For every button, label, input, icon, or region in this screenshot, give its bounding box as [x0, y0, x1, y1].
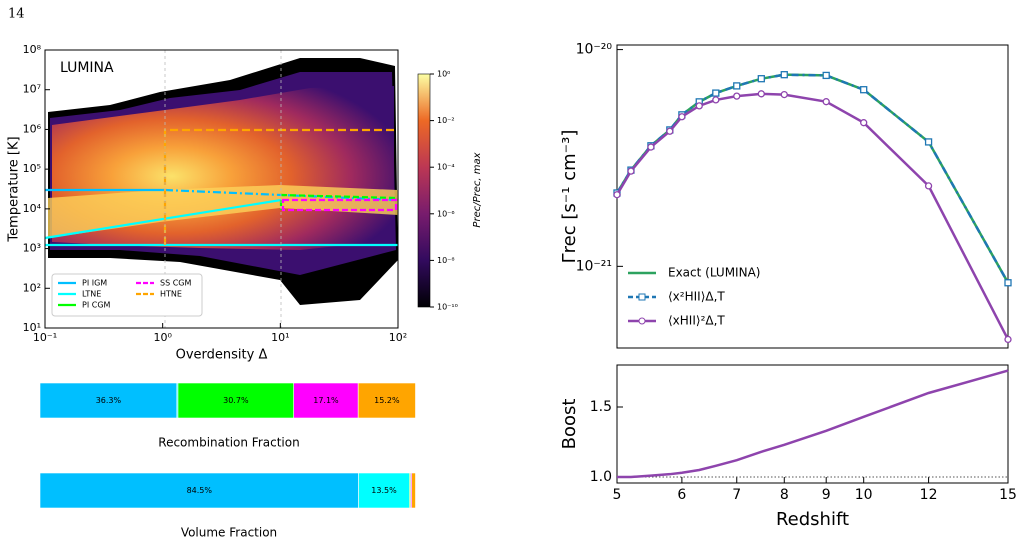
x-tick-label: 10²	[389, 331, 407, 344]
y-tick-label: 10⁸	[23, 43, 42, 56]
region-lines	[44, 50, 399, 328]
point	[780, 90, 788, 99]
legend-label: PI IGM	[82, 279, 107, 288]
bar-segment	[357, 382, 416, 419]
y-tick-label: 10⁵	[23, 162, 41, 175]
y-tick-label: 10⁶	[23, 122, 42, 135]
series-line	[615, 92, 1010, 341]
legend-label: HTNE	[160, 290, 182, 299]
x-tick-label: 10	[855, 487, 873, 503]
x-tick-label: 10¹	[271, 331, 289, 344]
legend-marker	[638, 293, 646, 301]
annotation: LUMINA	[60, 60, 114, 76]
phase-frame	[44, 49, 399, 329]
legend-marker	[638, 317, 646, 325]
value-label: 17.1%	[313, 396, 339, 405]
point	[666, 127, 674, 135]
point	[780, 71, 788, 79]
value-label: 36.3%	[96, 396, 122, 405]
point	[695, 102, 703, 110]
x-tick-label: 9	[822, 487, 831, 503]
bar-segment	[39, 472, 359, 509]
legend-label: PI CGM	[82, 301, 111, 310]
y-tick-label: 10⁷	[23, 83, 41, 96]
point	[924, 182, 933, 190]
colorbar	[417, 73, 431, 308]
legend-label: SS CGM	[160, 279, 191, 288]
point	[860, 119, 868, 127]
bar-segment	[293, 382, 359, 419]
boost-frame	[616, 364, 1009, 484]
value-label: 15.2%	[374, 396, 400, 405]
bar-segment	[177, 382, 295, 419]
point	[712, 96, 720, 104]
colorbar-tick-label: 10⁰	[437, 70, 450, 79]
point	[924, 138, 933, 146]
point	[757, 90, 765, 98]
legend-label: LTNE	[82, 290, 101, 299]
x-axis-label: Overdensity Δ	[176, 348, 268, 363]
heatmap-image	[48, 58, 398, 305]
point	[822, 98, 830, 106]
value-label: 84.5%	[187, 486, 213, 495]
point	[627, 167, 635, 175]
point	[678, 113, 686, 121]
legend-label: ⟨x²HII⟩Δ,T	[668, 290, 725, 304]
y-tick-label: 1.0	[590, 469, 612, 485]
y-tick-label: 10²	[23, 281, 41, 294]
x-tick-label: 10⁻¹	[33, 331, 57, 344]
point	[733, 82, 741, 90]
y-tick-label: 10¹	[23, 321, 41, 334]
legend-label: ⟨xHII⟩²Δ,T	[668, 314, 725, 328]
colorbar-tick-label: 10⁻⁶	[437, 209, 455, 218]
y-axis-label: Γrec [s⁻¹ cm⁻³]	[559, 130, 580, 264]
y-tick-label: 10⁻²⁰	[576, 42, 613, 58]
point	[757, 75, 765, 83]
point	[613, 191, 621, 199]
colorbar-tick-label: 10⁻²	[437, 116, 455, 125]
colorbar-label: Prec/Prec, max	[472, 152, 483, 227]
x-tick-label: 8	[780, 487, 789, 503]
series-line	[617, 369, 1009, 479]
point	[822, 71, 830, 80]
y-axis-label: Boost	[559, 399, 580, 450]
page-number: 14	[8, 7, 25, 22]
legend-label: Exact (LUMINA)	[668, 266, 760, 280]
y-tick-label: 10⁴	[23, 202, 42, 215]
x-tick-label: 15	[999, 487, 1017, 503]
x-tick-label: 6	[677, 487, 686, 503]
point	[1004, 335, 1012, 344]
colorbar-tick-label: 10⁻⁸	[437, 256, 455, 265]
colorbar-tick-label: 10⁻¹⁰	[437, 303, 458, 312]
x-tick-label: 10⁰	[153, 331, 172, 344]
point	[860, 86, 868, 94]
x-tick-label: 5	[613, 487, 622, 503]
y-axis-label: Temperature [K]	[7, 136, 22, 242]
point	[712, 89, 720, 97]
bar-title: Recombination Fraction	[158, 436, 299, 450]
point	[733, 92, 741, 100]
colorbar-tick-label: 10⁻⁴	[437, 163, 455, 172]
point	[1004, 279, 1012, 287]
series-line	[615, 73, 1010, 284]
bar-title: Volume Fraction	[181, 526, 277, 540]
y-tick-label: 10⁻²¹	[576, 258, 612, 274]
y-tick-label: 10³	[23, 242, 41, 255]
legend-box	[51, 273, 203, 317]
x-tick-label: 7	[732, 487, 741, 503]
y-tick-label: 1.5	[590, 399, 612, 415]
bar-segment	[411, 472, 416, 509]
x-axis-label: Redshift	[776, 509, 849, 530]
point	[647, 143, 655, 151]
bar-segment	[39, 382, 178, 419]
value-label: 30.7%	[223, 396, 249, 405]
value-label: 13.5%	[371, 486, 397, 495]
x-tick-label: 12	[920, 487, 938, 503]
